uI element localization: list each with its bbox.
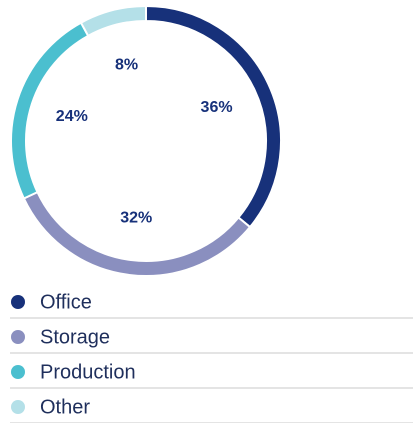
legend-marker [11,365,25,379]
legend-label: Other [40,396,90,418]
legend-label: Office [40,291,92,313]
value-label: 32% [120,210,152,227]
value-label: 36% [201,99,233,116]
value-label: 8% [115,57,138,74]
legend-label: Storage [40,326,110,348]
donut-segment [22,190,252,277]
donut-segment [79,4,147,38]
legend-marker [11,400,25,414]
legend-marker [11,330,25,344]
value-label: 24% [56,108,88,125]
legend-label: Production [40,361,136,383]
donut-segment [145,4,282,229]
legend-marker [11,295,25,309]
